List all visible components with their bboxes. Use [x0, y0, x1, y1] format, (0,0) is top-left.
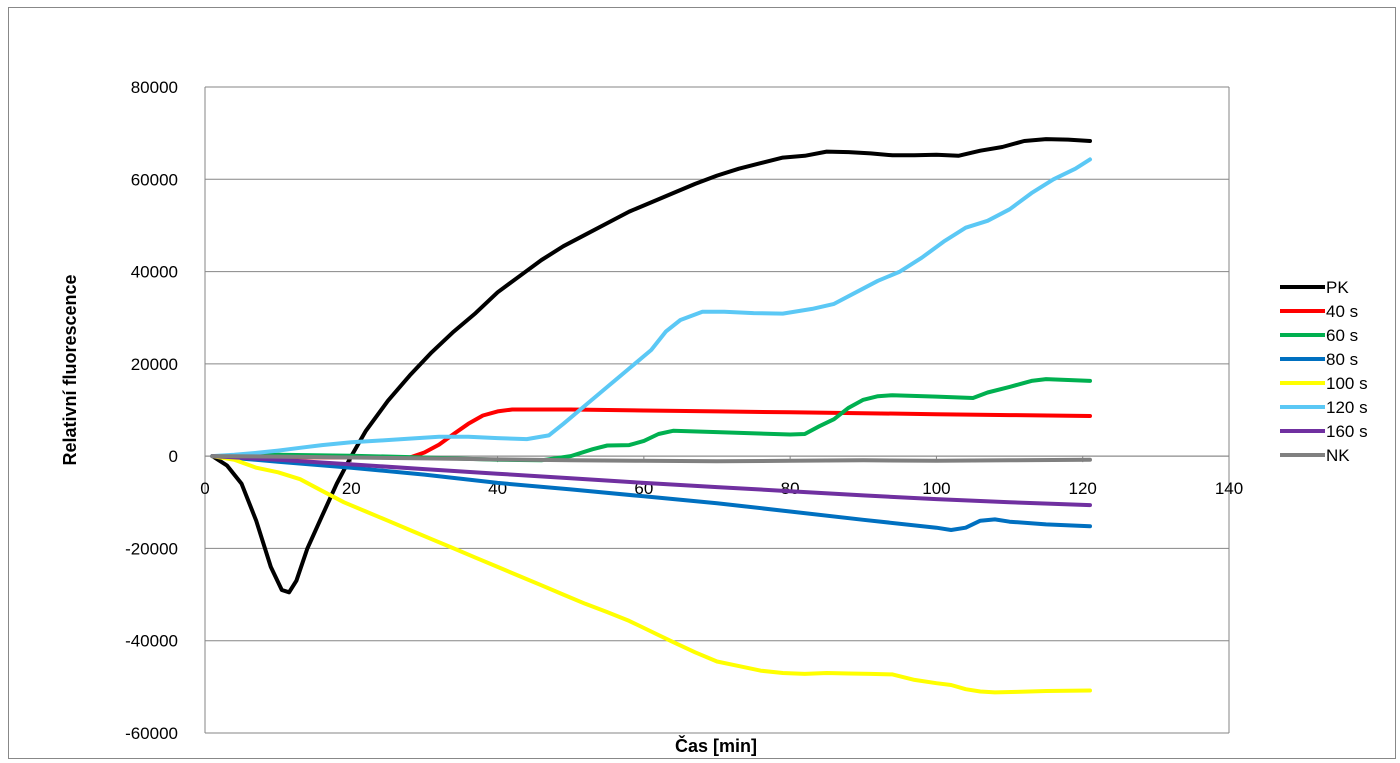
legend-label: PK — [1326, 278, 1349, 297]
y-tick-label: -20000 — [125, 539, 178, 558]
x-tick-label: 20 — [342, 479, 361, 498]
legend: PK 40 s 60 s 80 s 100 s 120 s 160 s NK — [1280, 278, 1368, 465]
y-tick-label: 80000 — [131, 78, 178, 97]
chart-frame — [8, 7, 1396, 759]
series-line-120-s — [210, 157, 1092, 459]
series-line-pk — [210, 137, 1092, 595]
series-line-80-s — [210, 454, 1092, 532]
x-tick-label: 0 — [200, 479, 209, 498]
series-line-60-s — [210, 377, 1092, 463]
x-tick-label: 140 — [1215, 479, 1243, 498]
series-lines — [210, 137, 1092, 695]
series-line-160-s — [210, 454, 1092, 508]
legend-label: NK — [1326, 446, 1350, 465]
legend-label: 40 s — [1326, 302, 1358, 321]
y-axis-title: Relativní fluorescence — [60, 274, 80, 465]
legend-label: 80 s — [1326, 350, 1358, 369]
y-tick-label: -60000 — [125, 724, 178, 743]
grid-lines — [204, 86, 1230, 734]
series-line-nk — [210, 454, 1092, 464]
x-tick-label: 120 — [1069, 479, 1097, 498]
y-axis-ticks: -60000 -40000 -20000 0 20000 40000 60000 80000 — [125, 78, 178, 743]
legend-label: 120 s — [1326, 398, 1368, 417]
x-axis-title: Čas [min] — [675, 735, 757, 756]
legend-label: 60 s — [1326, 326, 1358, 345]
y-tick-label: 0 — [169, 447, 178, 466]
y-tick-label: -40000 — [125, 632, 178, 651]
series-line-100-s — [210, 454, 1092, 695]
legend-label: 100 s — [1326, 374, 1368, 393]
y-tick-label: 60000 — [131, 170, 178, 189]
series-line-40-s — [210, 407, 1092, 460]
x-tick-label: 100 — [922, 479, 950, 498]
x-tick-label: 80 — [781, 479, 800, 498]
legend-label: 160 s — [1326, 422, 1368, 441]
y-tick-label: 20000 — [131, 355, 178, 374]
y-tick-label: 40000 — [131, 263, 178, 282]
